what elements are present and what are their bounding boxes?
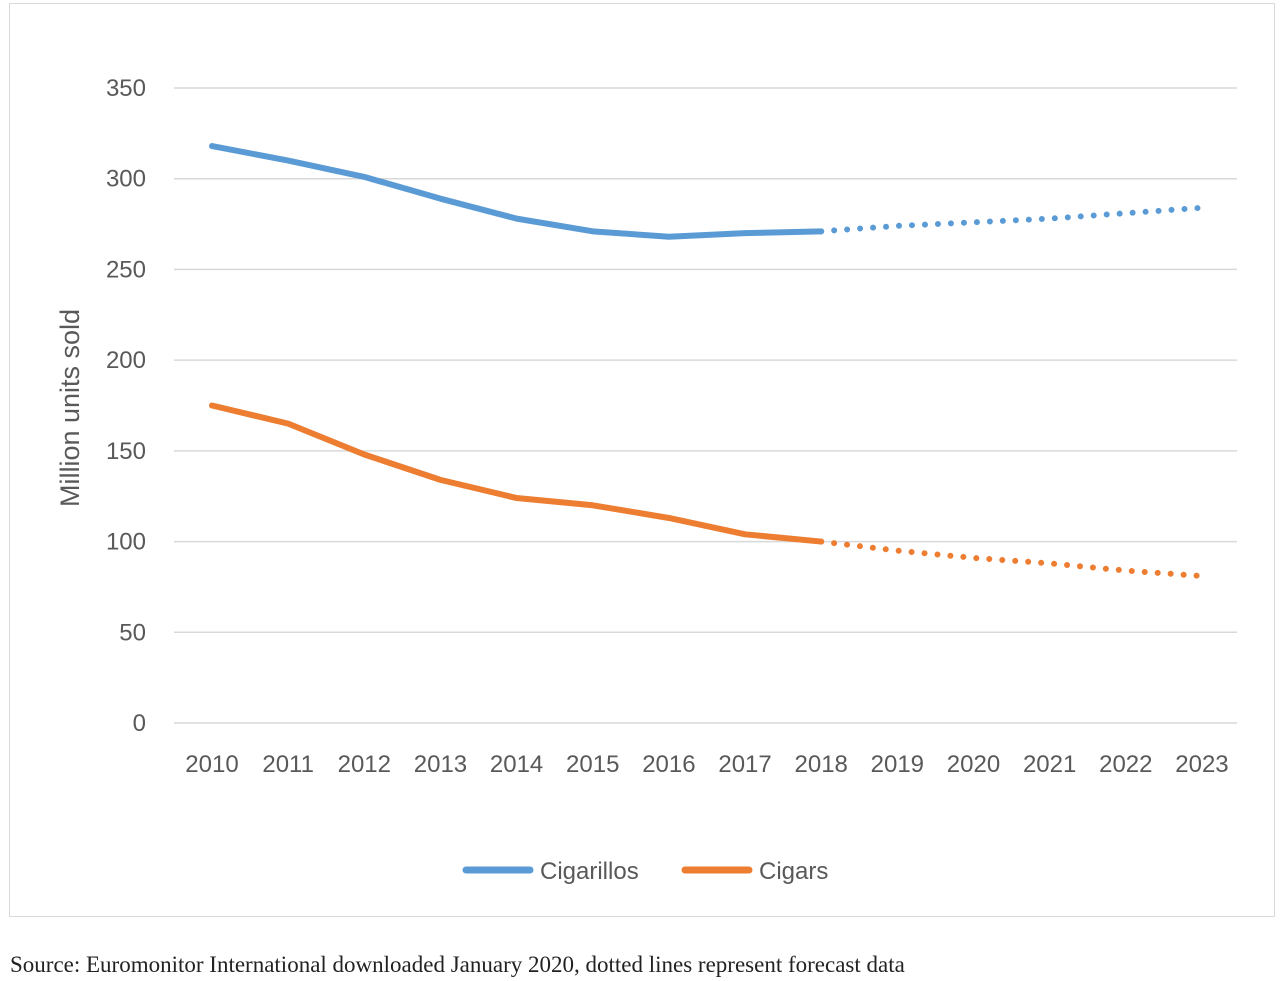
y-axis-ticks: 0 50 100 150 200 250 300 350 [106, 75, 146, 737]
x-tick-label: 2017 [718, 751, 771, 778]
legend: Cigarillos Cigars [462, 858, 828, 885]
x-tick-label: 2021 [1023, 751, 1076, 778]
legend-label-cigarillos: Cigarillos [540, 858, 639, 885]
y-axis-title: Million units sold [55, 309, 85, 507]
legend-label-cigars: Cigars [759, 858, 828, 885]
y-tick-label: 200 [106, 347, 146, 374]
x-tick-label: 2019 [871, 751, 924, 778]
chart-frame: 0 50 100 150 200 250 300 350 2010 2011 2012 2013 20… [9, 3, 1275, 917]
series-line-cigarillos-forecast [818, 204, 1205, 235]
source-note: Source: Euromonitor International downlo… [10, 952, 905, 977]
x-tick-label: 2018 [795, 751, 848, 778]
x-tick-label: 2016 [642, 751, 695, 778]
x-tick-label: 2010 [185, 751, 238, 778]
x-tick-label: 2012 [338, 751, 391, 778]
series-line-cigars-forecast [818, 538, 1205, 580]
gridlines [174, 87, 1237, 724]
x-tick-label: 2014 [490, 751, 543, 778]
y-tick-label: 350 [106, 75, 146, 102]
y-tick-label: 50 [119, 619, 146, 646]
x-tick-label: 2013 [414, 751, 467, 778]
y-tick-label: 150 [106, 438, 146, 465]
series-lines [209, 143, 1205, 580]
y-tick-label: 250 [106, 256, 146, 283]
x-tick-label: 2022 [1099, 751, 1152, 778]
y-tick-label: 100 [106, 529, 146, 556]
y-tick-label: 300 [106, 166, 146, 193]
x-axis-ticks: 2010 2011 2012 2013 2014 2015 2016 2017 2018 2019… [185, 751, 1228, 778]
series-line-cigarillos-actual [209, 143, 825, 240]
x-tick-label: 2020 [947, 751, 1000, 778]
x-tick-label: 2015 [566, 751, 619, 778]
y-tick-label: 0 [133, 710, 146, 737]
series-line-cigars-actual [209, 402, 825, 545]
x-tick-label: 2011 [262, 751, 314, 778]
x-tick-label: 2023 [1175, 751, 1228, 778]
